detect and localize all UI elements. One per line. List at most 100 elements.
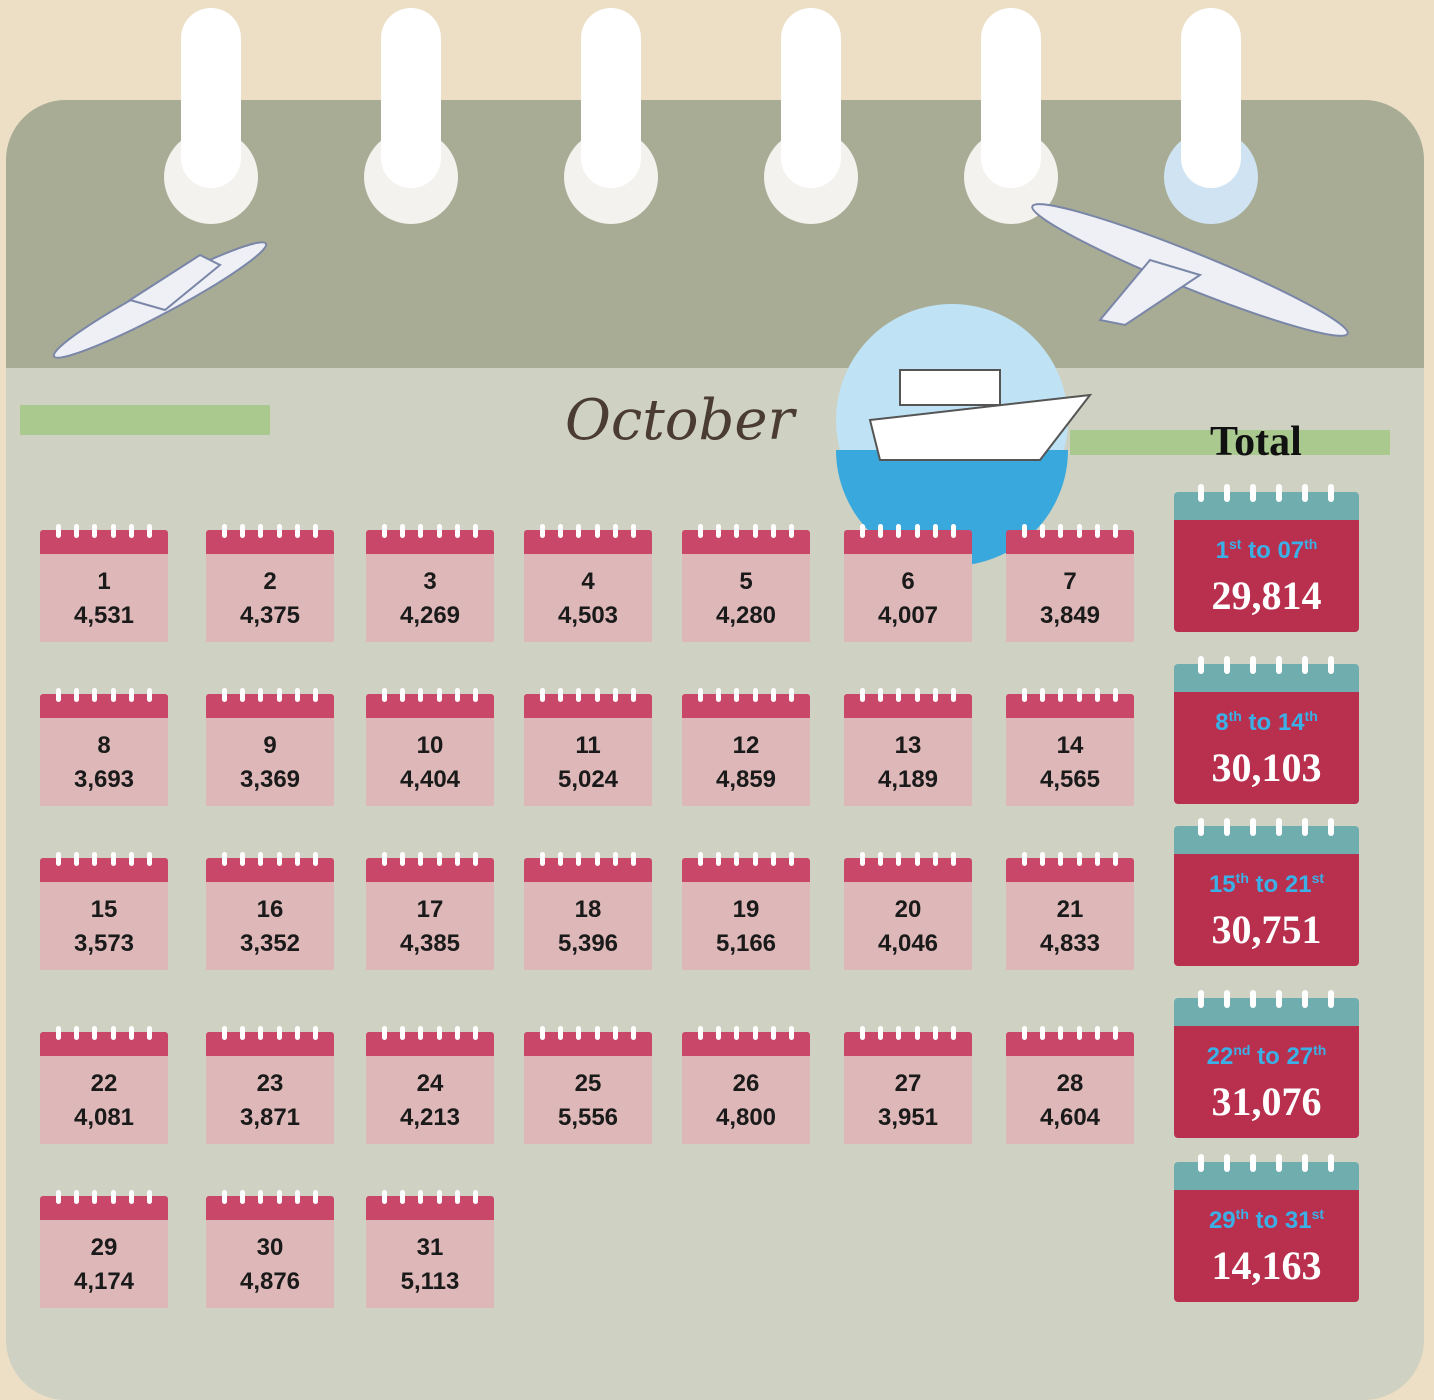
pin	[110, 1190, 116, 1204]
pin	[716, 524, 722, 538]
card-body	[682, 554, 810, 642]
pin	[576, 852, 582, 866]
pin	[932, 524, 938, 538]
pin	[258, 1026, 264, 1040]
pin	[400, 524, 406, 538]
card-header	[366, 530, 494, 554]
day-value: 5,024	[557, 766, 619, 793]
day-value: 4,503	[557, 602, 619, 629]
pin	[382, 1190, 387, 1204]
pin	[312, 524, 318, 538]
pin	[222, 524, 227, 538]
week-total: 31,076	[1211, 1079, 1322, 1124]
pin	[222, 1026, 227, 1040]
card-body	[682, 718, 810, 806]
pin	[1250, 656, 1256, 674]
day-value: 4,859	[715, 766, 777, 793]
week-card: 29th to 31st 14,163	[1174, 1154, 1359, 1302]
pin	[540, 524, 545, 538]
pin	[1302, 656, 1308, 674]
day-value: 4,531	[73, 602, 135, 629]
pin	[110, 1026, 116, 1040]
range-from: 22	[1206, 1043, 1234, 1070]
pin	[454, 688, 460, 702]
pin	[1328, 484, 1334, 502]
pin	[612, 524, 618, 538]
day-value: 3,871	[239, 1104, 301, 1131]
pin	[1040, 1026, 1046, 1040]
pin	[110, 688, 116, 702]
pin	[896, 524, 902, 538]
pin	[454, 852, 460, 866]
day-card: 26 4,800	[682, 1026, 810, 1144]
day-value: 4,800	[715, 1104, 777, 1131]
pin	[1076, 524, 1082, 538]
pin	[1250, 484, 1256, 502]
pin	[128, 524, 134, 538]
day-card: 23 3,871	[206, 1026, 334, 1144]
pin	[240, 1026, 246, 1040]
pin	[860, 1026, 865, 1040]
card-header	[366, 1196, 494, 1220]
binding-pins	[56, 1190, 152, 1204]
grass	[1070, 430, 1390, 455]
card-header	[844, 694, 972, 718]
pin	[1224, 1154, 1230, 1172]
pin	[418, 524, 424, 538]
day-card: 3 4,269	[366, 524, 494, 642]
pin	[1276, 1154, 1282, 1172]
day-card: 4 4,503	[524, 524, 652, 642]
pin	[1076, 688, 1082, 702]
pin	[110, 524, 116, 538]
pin	[1022, 852, 1027, 866]
pin	[716, 688, 722, 702]
pin	[1022, 1026, 1027, 1040]
pin	[222, 1190, 227, 1204]
day-number: 31	[416, 1234, 444, 1261]
day-value: 4,876	[239, 1268, 301, 1295]
card-body	[1174, 1190, 1359, 1302]
pin	[92, 1190, 98, 1204]
card-body	[366, 718, 494, 806]
range-to-suffix: th	[1313, 1042, 1327, 1058]
pin	[1094, 1026, 1100, 1040]
day-value: 3,352	[239, 930, 301, 957]
pin	[540, 688, 545, 702]
day-card: 11 5,024	[524, 688, 652, 806]
binding-pins	[382, 852, 478, 866]
pin	[312, 1190, 318, 1204]
card-body	[40, 718, 168, 806]
pin	[1022, 524, 1027, 538]
pin	[752, 524, 758, 538]
pin	[276, 524, 282, 538]
day-value: 3,849	[1039, 602, 1101, 629]
pin	[472, 524, 478, 538]
pin	[258, 1190, 264, 1204]
pin	[734, 1026, 740, 1040]
card-body	[40, 1220, 168, 1308]
pin	[860, 524, 865, 538]
card-header	[524, 530, 652, 554]
binding-pins	[1022, 688, 1118, 702]
binding-pins	[222, 524, 318, 538]
day-value: 4,565	[1039, 766, 1101, 793]
pin	[92, 688, 98, 702]
card-body	[1174, 520, 1359, 632]
card-body	[524, 882, 652, 970]
pin	[1094, 524, 1100, 538]
pin	[878, 852, 884, 866]
binding-pins	[1022, 1026, 1118, 1040]
pin	[558, 688, 564, 702]
day-number: 9	[263, 732, 277, 759]
pin	[146, 852, 152, 866]
card-header	[524, 694, 652, 718]
pin	[436, 1190, 442, 1204]
day-value: 4,375	[239, 602, 301, 629]
day-number: 11	[575, 732, 601, 759]
week-card: 15th to 21st 30,751	[1174, 818, 1359, 966]
pin	[294, 852, 300, 866]
pin	[1250, 818, 1256, 836]
binding-pins	[698, 1026, 794, 1040]
pin	[436, 852, 442, 866]
week-total: 29,814	[1211, 573, 1322, 618]
